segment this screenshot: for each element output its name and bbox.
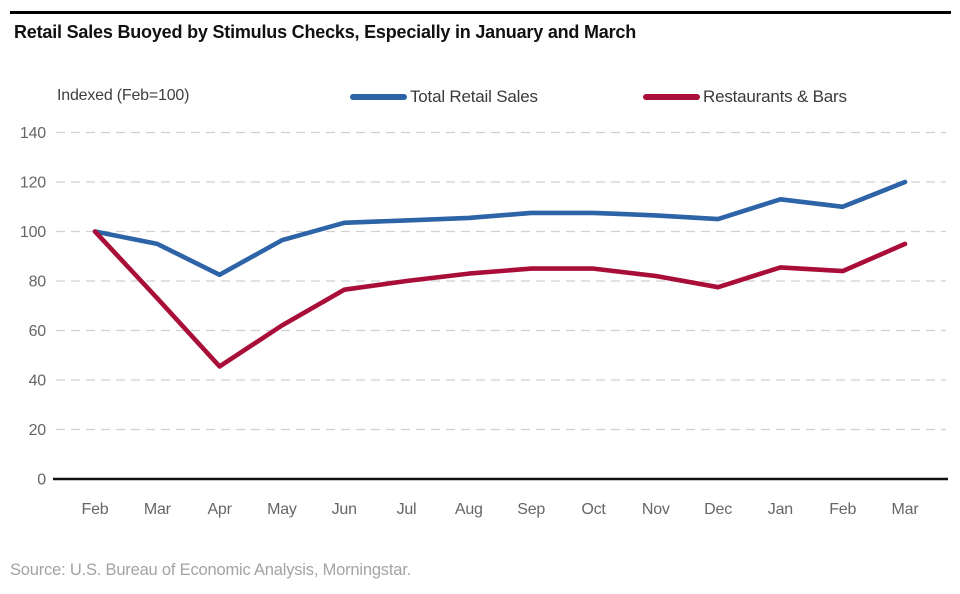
- x-tick-label-1: Mar: [144, 501, 172, 518]
- y-tick-labels-layer: 0 20 40 60 80 100 120 140: [20, 125, 47, 489]
- y-tick-label-80: 80: [29, 274, 47, 291]
- retail-sales-line-chart: 0 20 40 60 80 100 120 140 Feb Mar Apr May Jun Jul Aug…: [20, 125, 948, 518]
- x-tick-label-10: Dec: [704, 501, 732, 518]
- y-tick-label-60: 60: [29, 323, 47, 340]
- top-divider-rule: [10, 11, 951, 14]
- x-tick-label-6: Aug: [455, 501, 483, 518]
- y-axis-unit-label: Indexed (Feb=100): [57, 87, 190, 104]
- chart-title: Retail Sales Buoyed by Stimulus Checks, …: [14, 22, 637, 42]
- x-tick-label-7: Sep: [517, 501, 545, 518]
- legend-label-restaurants-bars: Restaurants & Bars: [703, 87, 847, 106]
- y-tick-label-100: 100: [20, 224, 46, 241]
- total-retail-sales-line-swatch: [350, 94, 407, 100]
- x-tick-label-0: Feb: [82, 501, 109, 518]
- legend-item-total-retail-sales: Total Retail Sales: [350, 87, 538, 107]
- legend-item-restaurants-bars: Restaurants & Bars: [643, 87, 847, 107]
- source-attribution: Source: U.S. Bureau of Economic Analysis…: [10, 561, 411, 579]
- y-tick-label-140: 140: [20, 125, 46, 142]
- x-tick-labels-layer: Feb Mar Apr May Jun Jul Aug Sep Oct Nov Dec Jan Feb M…: [82, 501, 920, 518]
- y-tick-label-0: 0: [37, 472, 46, 489]
- series-line-restaurants-bars: [92, 229, 908, 369]
- x-tick-label-4: Jun: [332, 501, 357, 518]
- gridlines-layer: [56, 131, 946, 431]
- series-lines-layer: [92, 179, 908, 369]
- y-tick-label-40: 40: [29, 373, 47, 390]
- x-tick-label-9: Nov: [642, 501, 670, 518]
- legend-label-total-retail-sales: Total Retail Sales: [410, 87, 538, 106]
- restaurants-bars-line-swatch: [643, 94, 700, 100]
- x-tick-label-3: May: [267, 501, 297, 518]
- series-line-total-retail-sales: [92, 179, 908, 278]
- x-tick-label-5: Jul: [397, 501, 417, 518]
- y-tick-label-20: 20: [29, 422, 47, 439]
- y-tick-label-120: 120: [20, 175, 46, 192]
- x-tick-label-11: Jan: [768, 501, 793, 518]
- x-tick-label-12: Feb: [829, 501, 856, 518]
- x-tick-label-13: Mar: [892, 501, 920, 518]
- x-tick-label-2: Apr: [207, 501, 232, 518]
- x-tick-label-8: Oct: [581, 501, 606, 518]
